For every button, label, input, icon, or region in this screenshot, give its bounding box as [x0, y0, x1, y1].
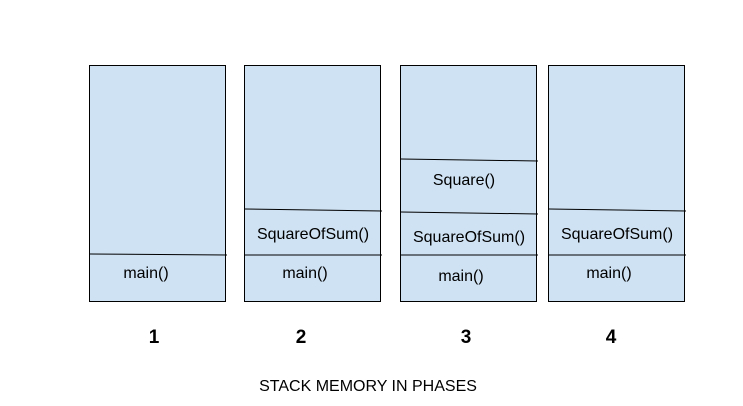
stack-phase-3: Square() SquareOfSum() main() — [400, 65, 539, 302]
divider — [89, 253, 228, 256]
divider — [400, 211, 539, 215]
phase-number-4: 4 — [605, 327, 617, 348]
stack-phase-4: SquareOfSum() main() — [548, 65, 687, 302]
frame-main: main() — [586, 265, 632, 282]
phase-number-1: 1 — [148, 327, 160, 348]
stack-dividers-3 — [400, 158, 539, 256]
stack-phase-1: main() — [89, 65, 228, 302]
divider — [244, 208, 383, 212]
frame-squareofsum: SquareOfSum() — [256, 226, 370, 243]
phase-number-3: 3 — [460, 327, 472, 348]
frame-main: main() — [123, 265, 169, 282]
frame-main: main() — [282, 265, 328, 282]
frame-main: main() — [438, 268, 484, 285]
frame-squareofsum: SquareOfSum() — [560, 226, 674, 243]
stack-dividers-4 — [548, 208, 687, 256]
stack-phase-2: SquareOfSum() main() — [244, 65, 383, 302]
divider — [548, 208, 687, 212]
divider — [400, 158, 539, 162]
frame-square: Square() — [432, 172, 496, 189]
stack-dividers-2 — [244, 208, 383, 256]
stack-dividers-1 — [89, 253, 228, 256]
diagram-title: STACK MEMORY IN PHASES — [259, 378, 477, 395]
frame-squareofsum: SquareOfSum() — [412, 229, 526, 246]
phase-number-2: 2 — [295, 327, 307, 348]
